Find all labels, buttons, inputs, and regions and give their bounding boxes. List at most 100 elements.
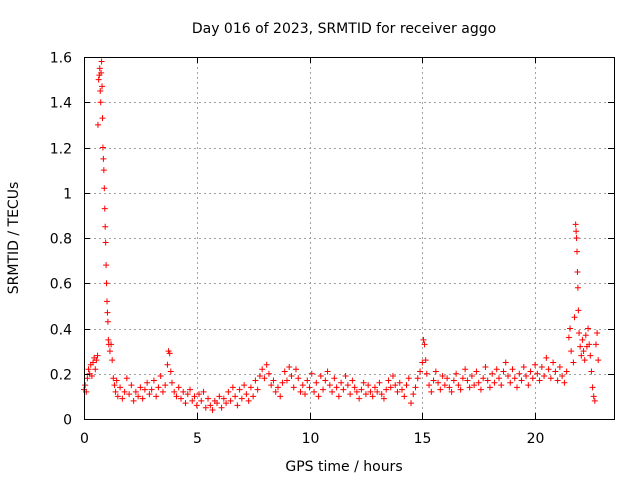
data-point <box>274 384 281 391</box>
data-point <box>270 377 277 384</box>
data-point <box>365 382 372 389</box>
data-point <box>148 386 155 393</box>
data-point <box>279 379 286 386</box>
data-point <box>547 375 554 382</box>
data-point <box>430 377 437 384</box>
data-point <box>263 361 270 368</box>
data-point <box>130 397 137 404</box>
data-point <box>529 375 536 382</box>
data-point <box>223 400 230 407</box>
data-point <box>109 357 116 364</box>
data-point <box>511 375 518 382</box>
data-point <box>102 239 109 246</box>
data-point <box>261 375 268 382</box>
y-tick-label: 0 <box>63 413 72 429</box>
data-point <box>106 348 113 355</box>
data-point <box>369 393 376 400</box>
data-point <box>473 368 480 375</box>
data-point <box>99 144 106 151</box>
data-point <box>117 384 124 391</box>
data-point <box>166 350 173 357</box>
data-point <box>491 379 498 386</box>
data-point <box>311 388 318 395</box>
data-point <box>380 395 387 402</box>
data-point <box>153 393 160 400</box>
data-point <box>484 377 491 384</box>
data-point <box>376 379 383 386</box>
data-point <box>453 370 460 377</box>
y-tick-label: 0.8 <box>50 232 72 248</box>
data-point <box>455 382 462 389</box>
data-point <box>245 397 252 404</box>
data-point <box>126 391 133 398</box>
data-point <box>459 375 466 382</box>
data-point <box>360 379 367 386</box>
data-point <box>349 377 356 384</box>
data-point <box>103 280 110 287</box>
data-point <box>358 386 365 393</box>
data-point <box>516 370 523 377</box>
data-point <box>565 334 572 341</box>
data-point <box>101 185 108 192</box>
data-point <box>489 370 496 377</box>
data-point <box>356 395 363 402</box>
data-point <box>383 386 390 393</box>
data-point <box>180 388 187 395</box>
data-point <box>252 377 259 384</box>
data-point <box>575 307 582 314</box>
data-point <box>243 391 250 398</box>
data-point <box>272 388 279 395</box>
data-point <box>399 386 405 393</box>
data-point <box>536 377 543 384</box>
data-point <box>477 386 484 393</box>
data-point <box>277 393 284 400</box>
data-point <box>589 384 596 391</box>
data-point <box>568 348 575 355</box>
data-point <box>182 400 189 407</box>
data-point <box>437 386 444 393</box>
data-point <box>428 388 435 395</box>
data-point <box>541 373 548 380</box>
data-point <box>304 377 311 384</box>
data-point <box>155 384 162 391</box>
data-point <box>100 167 107 174</box>
data-point <box>283 377 290 384</box>
data-point <box>405 375 412 382</box>
data-point <box>177 395 184 402</box>
data-point <box>435 379 442 386</box>
data-point <box>250 393 257 400</box>
data-point <box>94 352 101 359</box>
data-point <box>420 336 427 343</box>
data-point <box>387 384 394 391</box>
data-point <box>507 379 514 386</box>
data-point <box>347 391 354 398</box>
data-point <box>581 357 588 364</box>
y-tick-label: 1.6 <box>50 51 72 67</box>
data-point <box>432 368 439 375</box>
data-point <box>146 391 153 398</box>
data-point <box>286 363 293 370</box>
data-point <box>293 366 299 373</box>
data-point <box>588 368 595 375</box>
data-point <box>324 368 331 375</box>
data-point <box>421 341 428 348</box>
x-tick-label: 10 <box>302 431 320 447</box>
data-point <box>392 382 399 389</box>
data-point <box>121 388 128 395</box>
data-point <box>554 377 561 384</box>
data-point <box>236 386 243 393</box>
data-point <box>254 386 261 393</box>
y-tick-label: 0.2 <box>50 368 72 384</box>
data-point <box>408 400 415 407</box>
data-point <box>353 388 360 395</box>
data-point <box>351 384 358 391</box>
data-point <box>164 361 171 368</box>
data-point <box>523 373 530 380</box>
data-point <box>198 397 205 404</box>
data-point <box>268 382 275 389</box>
data-point <box>229 384 236 391</box>
data-point <box>104 298 111 305</box>
data-point <box>495 375 502 382</box>
data-point <box>423 370 430 377</box>
